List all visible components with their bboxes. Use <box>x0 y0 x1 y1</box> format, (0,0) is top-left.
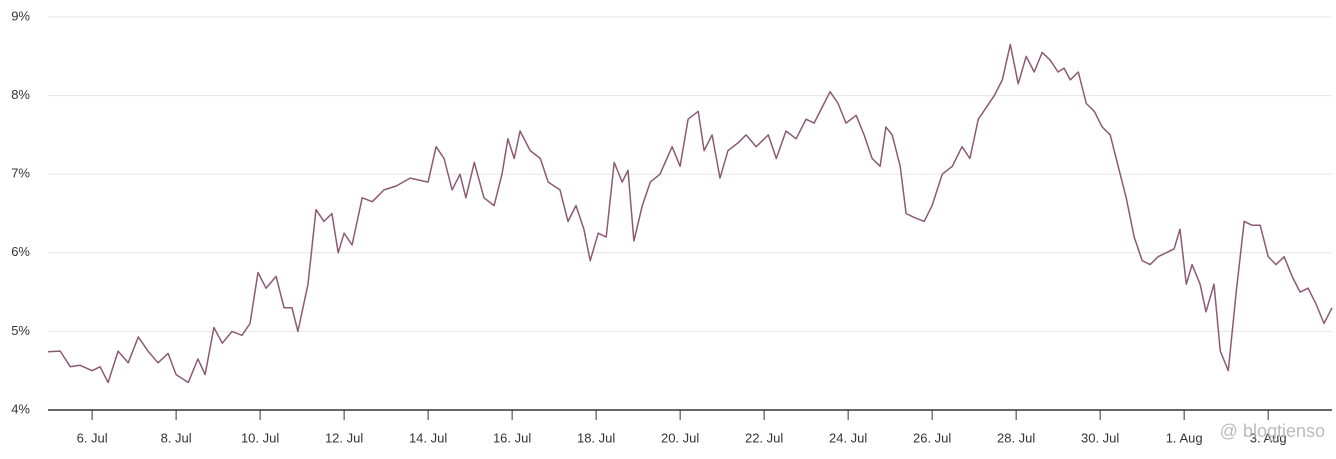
x-tick-label: 18. Jul <box>577 430 615 445</box>
x-tick-label: 24. Jul <box>829 430 867 445</box>
x-tick-label: 22. Jul <box>745 430 783 445</box>
y-tick-label: 4% <box>11 401 30 416</box>
x-tick-label: 10. Jul <box>241 430 279 445</box>
x-tick-label: 6. Jul <box>77 430 108 445</box>
x-tick-label: 8. Jul <box>161 430 192 445</box>
y-tick-label: 8% <box>11 87 30 102</box>
y-tick-label: 6% <box>11 244 30 259</box>
y-tick-label: 7% <box>11 166 30 181</box>
x-tick-label: 12. Jul <box>325 430 363 445</box>
x-tick-label: 28. Jul <box>997 430 1035 445</box>
watermark: @ blogtienso <box>1220 421 1325 441</box>
x-tick-label: 20. Jul <box>661 430 699 445</box>
y-tick-label: 5% <box>11 323 30 338</box>
x-tick-label: 1. Aug <box>1166 430 1203 445</box>
x-tick-label: 16. Jul <box>493 430 531 445</box>
x-tick-label: 3. Aug <box>1250 430 1287 445</box>
y-tick-label: 9% <box>11 8 30 23</box>
x-tick-label: 26. Jul <box>913 430 951 445</box>
x-tick-label: 30. Jul <box>1081 430 1119 445</box>
x-tick-label: 14. Jul <box>409 430 447 445</box>
line-series <box>47 43 1333 384</box>
